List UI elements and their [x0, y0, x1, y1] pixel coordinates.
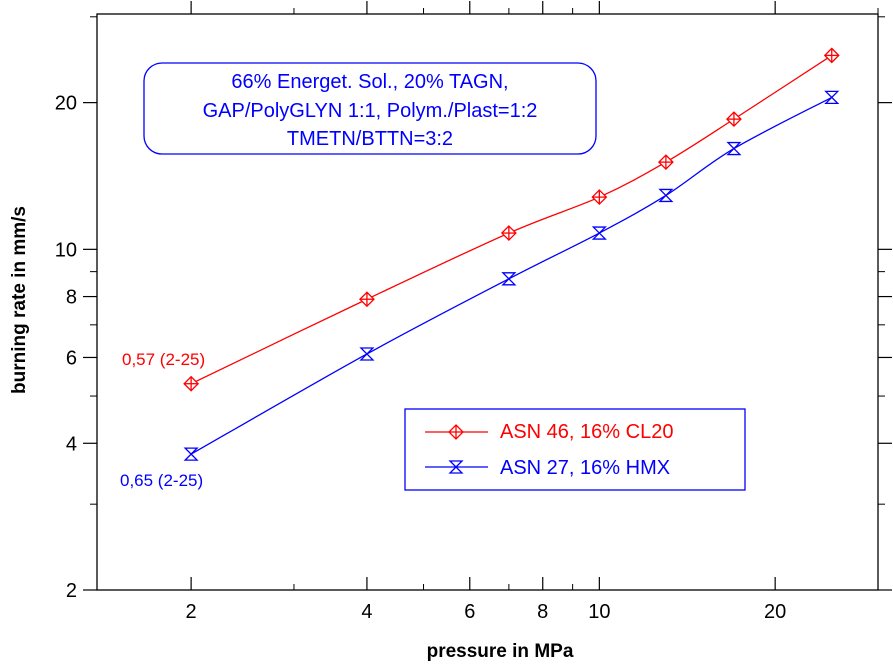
data-point-0 — [823, 47, 840, 64]
x-tick-label: 10 — [588, 601, 610, 623]
data-point-1 — [591, 226, 607, 240]
x-tick-label: 8 — [537, 601, 548, 623]
annotation-asn46: 0,57 (2-25) — [122, 350, 205, 369]
data-point-0 — [359, 291, 375, 308]
data-point-1 — [183, 447, 199, 461]
info-box-line-3: TMETN/BTTN=3:2 — [287, 128, 453, 150]
data-point-1 — [359, 347, 375, 361]
plot-frame — [96, 13, 879, 591]
x-tick-label: 6 — [464, 601, 475, 623]
y-tick-label: 20 — [55, 93, 77, 115]
info-box: 66% Energet. Sol., 20% TAGN, GAP/PolyGLY… — [143, 62, 597, 155]
annotation-asn27: 0,65 (2-25) — [120, 471, 203, 490]
series-layer — [183, 47, 840, 461]
data-point-0 — [726, 111, 742, 128]
y-tick-label: 2 — [66, 580, 77, 602]
y-axis-title: burning rate in mm/s — [9, 206, 30, 394]
data-point-1 — [824, 90, 840, 105]
legend: ASN 46, 16% CL20 ASN 27, 16% HMX — [404, 408, 746, 491]
data-point-0 — [500, 225, 517, 241]
axis-ticks — [83, 1, 892, 591]
data-point-0 — [591, 189, 608, 206]
y-tick-label: 6 — [66, 347, 77, 369]
y-tick-label: 10 — [55, 239, 77, 261]
data-point-0 — [183, 375, 200, 392]
data-point-1 — [726, 141, 742, 156]
legend-marker-0 — [448, 424, 464, 440]
x-axis-title: pressure in MPa — [427, 641, 574, 662]
info-box-line-2: GAP/PolyGLYN 1:1, Polym./Plast=1:2 — [203, 100, 538, 122]
data-point-1 — [658, 188, 674, 203]
x-tick-label: 20 — [764, 601, 786, 623]
legend-frame — [404, 408, 746, 491]
info-box-line-1: 66% Energet. Sol., 20% TAGN, — [231, 71, 508, 93]
y-tick-label: 4 — [66, 433, 77, 455]
axis-tick-labels: 2 4 6 8 10 20 2 4 6 8 10 20 — [55, 93, 787, 623]
x-tick-label: 2 — [186, 601, 197, 623]
info-box-frame — [143, 62, 597, 155]
legend-label-asn46: ASN 46, 16% CL20 — [500, 421, 673, 443]
x-tick-label: 4 — [361, 601, 372, 623]
data-point-0 — [657, 154, 674, 171]
y-tick-label: 8 — [66, 287, 77, 309]
legend-label-asn27: ASN 27, 16% HMX — [500, 457, 670, 479]
legend-marker-1 — [448, 460, 464, 474]
data-point-1 — [501, 272, 517, 286]
